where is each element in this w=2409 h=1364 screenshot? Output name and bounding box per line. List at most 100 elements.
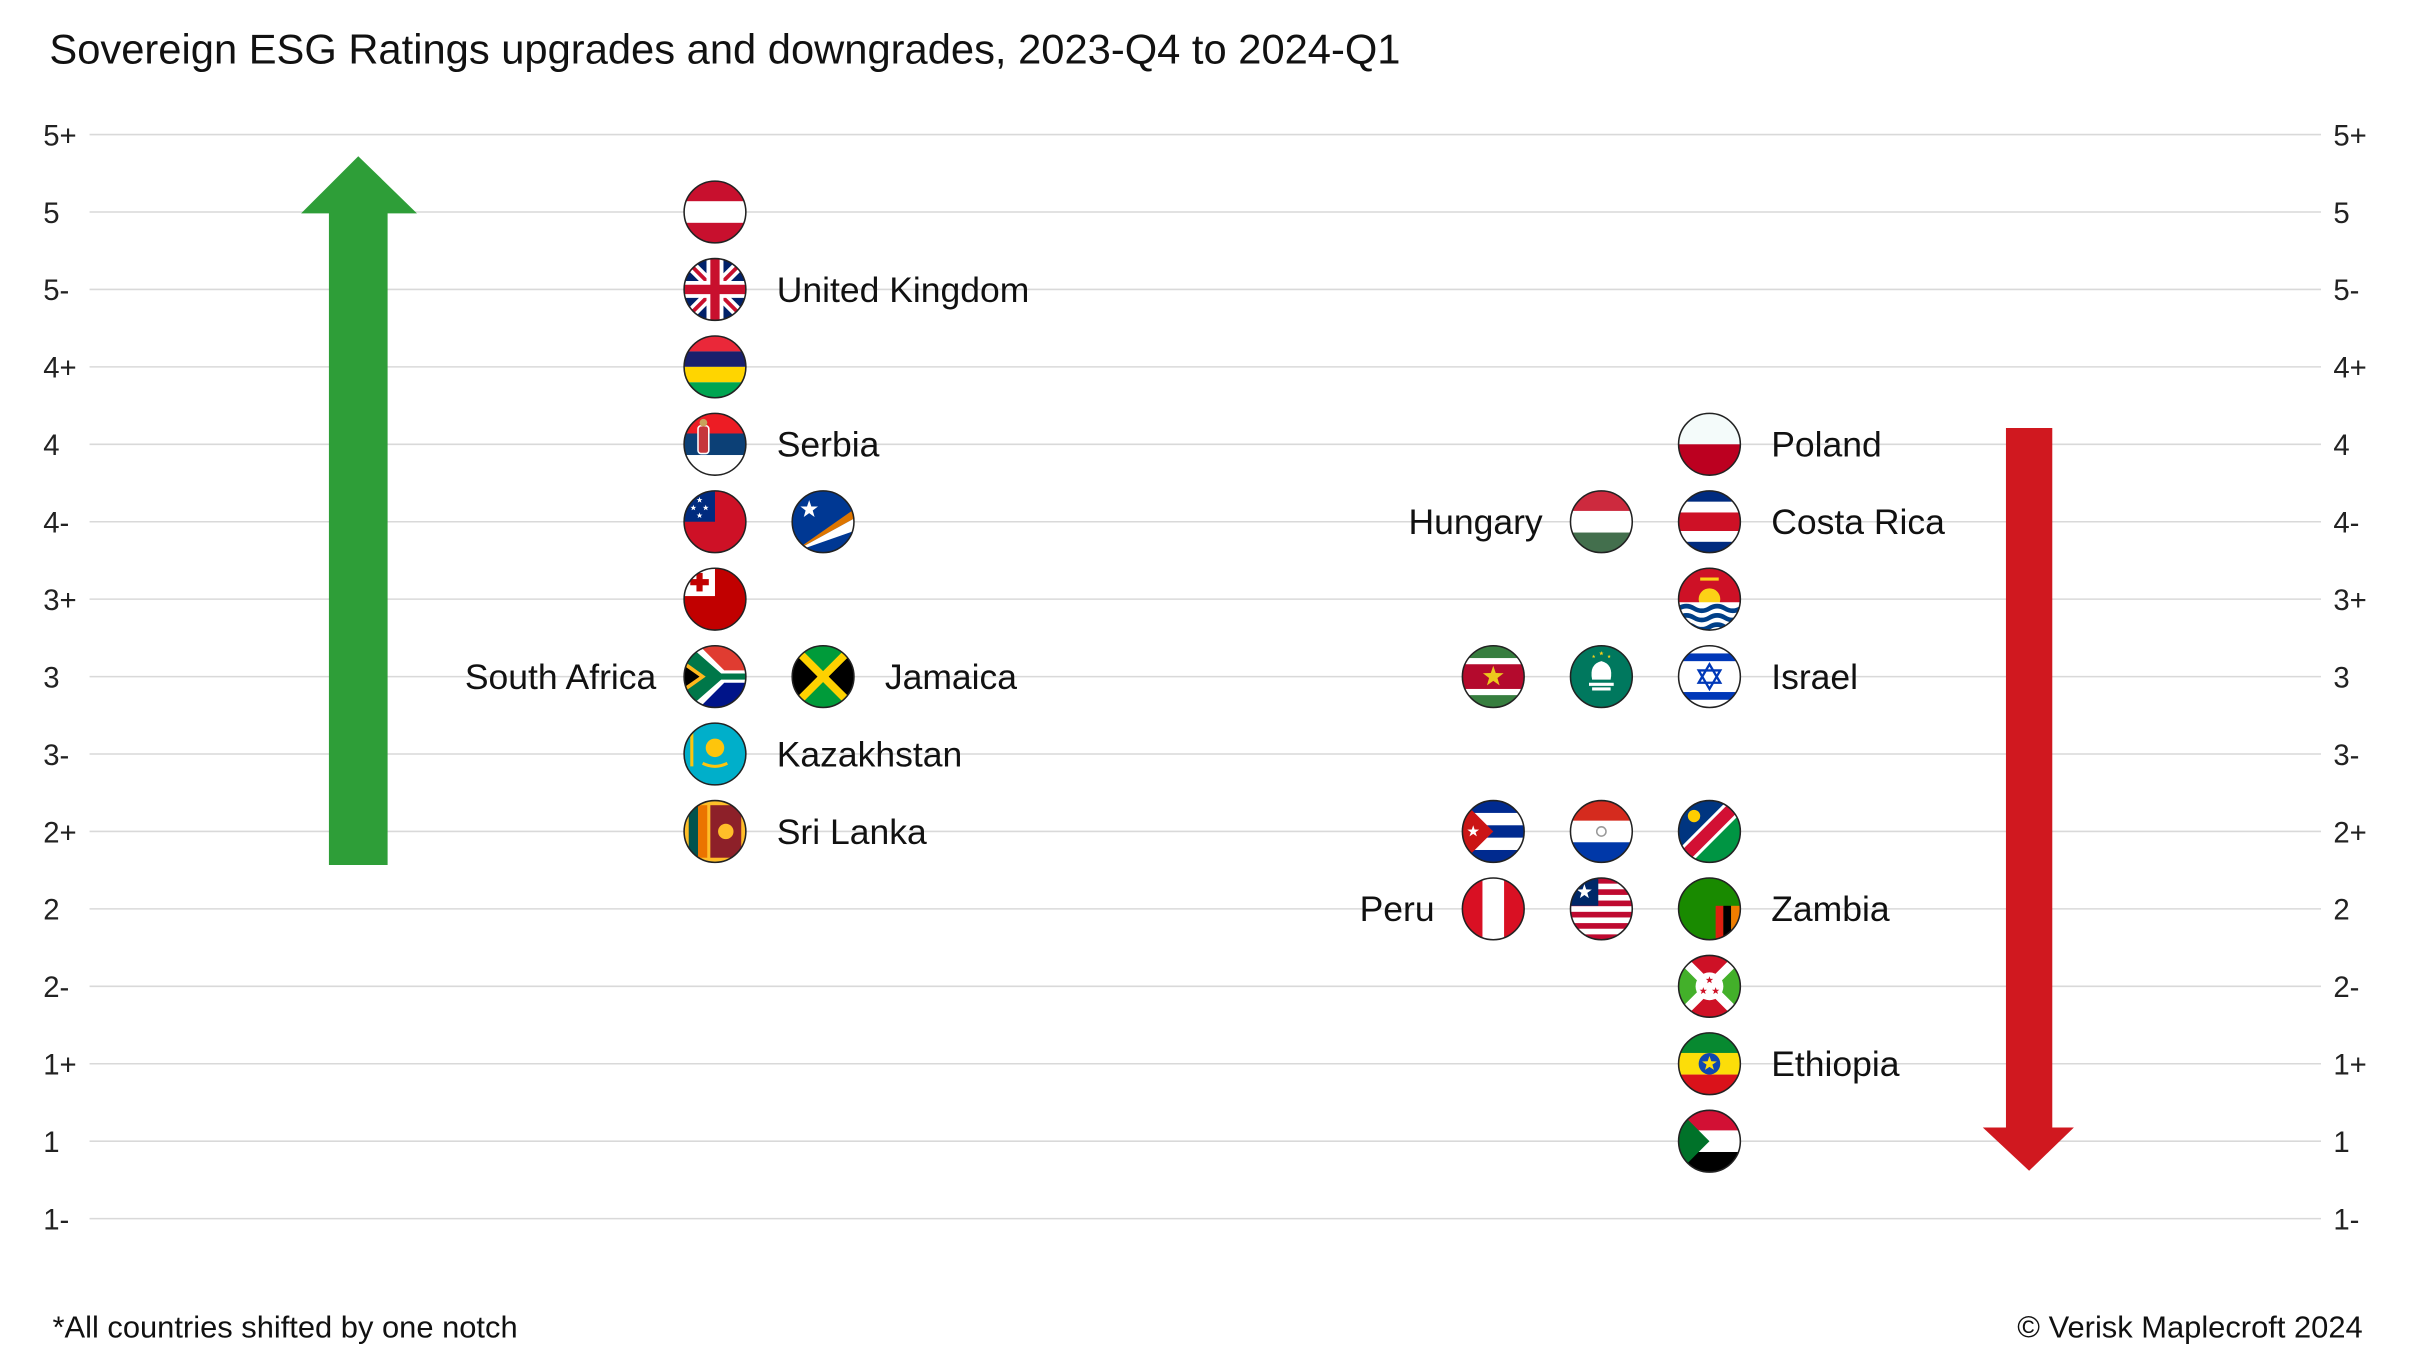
flag-mauritius-icon — [683, 335, 747, 399]
data-point-jamaica: Jamaica — [791, 644, 1017, 709]
flag-namibia-icon — [1677, 799, 1742, 864]
country-label: Peru — [1360, 889, 1435, 929]
flag-costa-rica-icon — [1677, 490, 1742, 554]
flag-sri-lanka-icon — [683, 799, 747, 864]
data-point-costa-rica: Costa Rica — [1677, 490, 1945, 554]
y-tick-right: 3- — [2333, 739, 2359, 772]
country-label: United Kingdom — [777, 270, 1030, 310]
y-tick-right: 2 — [2333, 894, 2349, 927]
data-point-cuba — [1461, 799, 1525, 864]
flag-south-africa-icon — [683, 644, 747, 709]
y-tick-left: 2 — [43, 894, 59, 927]
country-label: Jamaica — [885, 657, 1017, 697]
flag-macau-icon — [1569, 644, 1634, 709]
data-point-south-africa: South Africa — [465, 644, 747, 709]
data-point-suriname — [1461, 644, 1525, 709]
y-tick-right: 3+ — [2333, 584, 2366, 617]
data-point-ethiopia: Ethiopia — [1677, 1032, 1900, 1096]
flag-kiribati-icon — [1677, 567, 1742, 631]
country-label: Zambia — [1771, 889, 1890, 929]
y-tick-right: 5 — [2333, 197, 2349, 230]
y-tick-right: 4 — [2333, 429, 2349, 462]
flag-samoa-icon — [683, 490, 747, 554]
arrows — [301, 156, 2074, 1171]
flag-peru-icon — [1461, 877, 1525, 941]
flag-zambia-icon — [1677, 877, 1742, 941]
data-point-israel: Israel — [1677, 644, 1858, 709]
flag-paraguay-icon — [1569, 799, 1634, 864]
copyright: © Verisk Maplecroft 2024 — [2017, 1310, 2362, 1345]
data-point-marshall-islands — [791, 490, 855, 554]
footnote: *All countries shifted by one notch — [53, 1310, 518, 1345]
data-point-burundi — [1677, 954, 1742, 1018]
y-tick-left: 4+ — [43, 352, 76, 385]
data-point-mauritius — [683, 335, 747, 399]
y-tick-right: 5+ — [2333, 119, 2366, 152]
y-tick-left: 3+ — [43, 584, 76, 617]
y-tick-left: 5- — [43, 274, 69, 307]
flag-sudan-icon — [1677, 1109, 1742, 1173]
y-tick-left: 5 — [43, 197, 59, 230]
data-point-namibia — [1677, 799, 1742, 864]
data-point-kazakhstan: Kazakhstan — [683, 722, 963, 786]
chart-title: Sovereign ESG Ratings upgrades and downg… — [49, 26, 1400, 73]
flag-cuba-icon — [1461, 799, 1525, 864]
y-tick-left: 3 — [43, 661, 59, 694]
country-label: Sri Lanka — [777, 812, 927, 852]
country-label: Costa Rica — [1771, 502, 1945, 542]
flag-hungary-icon — [1569, 490, 1634, 554]
flag-austria-icon — [683, 180, 747, 244]
data-point-austria — [683, 180, 747, 244]
y-tick-left: 4 — [43, 429, 59, 462]
grid: 5+ 5+ 5 5 5- 5- 4+ 4+ 4 4 4- 4- 3+ 3+ 3 3 3- 3- 2+ 2+ 2 2 2- 2-… — [43, 119, 2367, 1236]
flag-kazakhstan-icon — [683, 722, 747, 786]
data-point-united-kingdom: United Kingdom — [683, 257, 1030, 322]
data-point-sudan — [1677, 1109, 1742, 1173]
y-tick-right: 2- — [2333, 971, 2359, 1004]
flag-burundi-icon — [1677, 954, 1742, 1018]
y-tick-right: 4- — [2333, 507, 2359, 540]
y-tick-left: 2+ — [43, 816, 76, 849]
data-point-macau — [1569, 644, 1634, 709]
y-tick-left: 1- — [43, 1203, 69, 1236]
data-point-poland: Poland — [1677, 412, 1882, 476]
y-tick-left: 2- — [43, 971, 69, 1004]
country-label: Hungary — [1408, 502, 1542, 542]
flag-suriname-icon — [1461, 644, 1525, 709]
country-label: Ethiopia — [1771, 1044, 1900, 1084]
flag-liberia-icon — [1569, 877, 1634, 941]
data-point-paraguay — [1569, 799, 1634, 864]
data-point-kiribati — [1677, 567, 1742, 631]
data-point-samoa — [683, 490, 747, 554]
flag-marshall-islands-icon — [791, 490, 855, 554]
y-tick-left: 1+ — [43, 1049, 76, 1082]
y-tick-right: 1+ — [2333, 1049, 2366, 1082]
data-point-hungary: Hungary — [1408, 490, 1634, 554]
data-point-sri-lanka: Sri Lanka — [683, 799, 927, 864]
flag-poland-icon — [1677, 412, 1742, 476]
country-label: South Africa — [465, 657, 657, 697]
country-label: Israel — [1771, 657, 1858, 697]
flag-tonga-icon — [683, 567, 747, 631]
downgrade-arrow — [1982, 427, 2074, 1171]
country-label: Kazakhstan — [777, 734, 963, 774]
y-tick-right: 4+ — [2333, 352, 2366, 385]
y-tick-left: 1 — [43, 1126, 59, 1159]
upgrade-arrow — [301, 156, 417, 865]
y-tick-right: 1- — [2333, 1203, 2359, 1236]
data-point-liberia — [1569, 877, 1634, 941]
data-point-peru: Peru — [1360, 877, 1525, 941]
y-tick-right: 5- — [2333, 274, 2359, 307]
y-tick-left: 3- — [43, 739, 69, 772]
country-label: Poland — [1771, 425, 1882, 465]
y-tick-left: 5+ — [43, 119, 76, 152]
points: United Kingdom Serbia South Africa Jamaica K… — [465, 180, 1945, 1173]
data-point-tonga — [683, 567, 747, 631]
flag-united-kingdom-icon — [683, 257, 747, 322]
y-tick-right: 3 — [2333, 661, 2349, 694]
flag-serbia-icon — [683, 412, 747, 476]
y-tick-left: 4- — [43, 507, 69, 540]
flag-ethiopia-icon — [1677, 1032, 1742, 1096]
data-point-zambia: Zambia — [1677, 877, 1890, 941]
